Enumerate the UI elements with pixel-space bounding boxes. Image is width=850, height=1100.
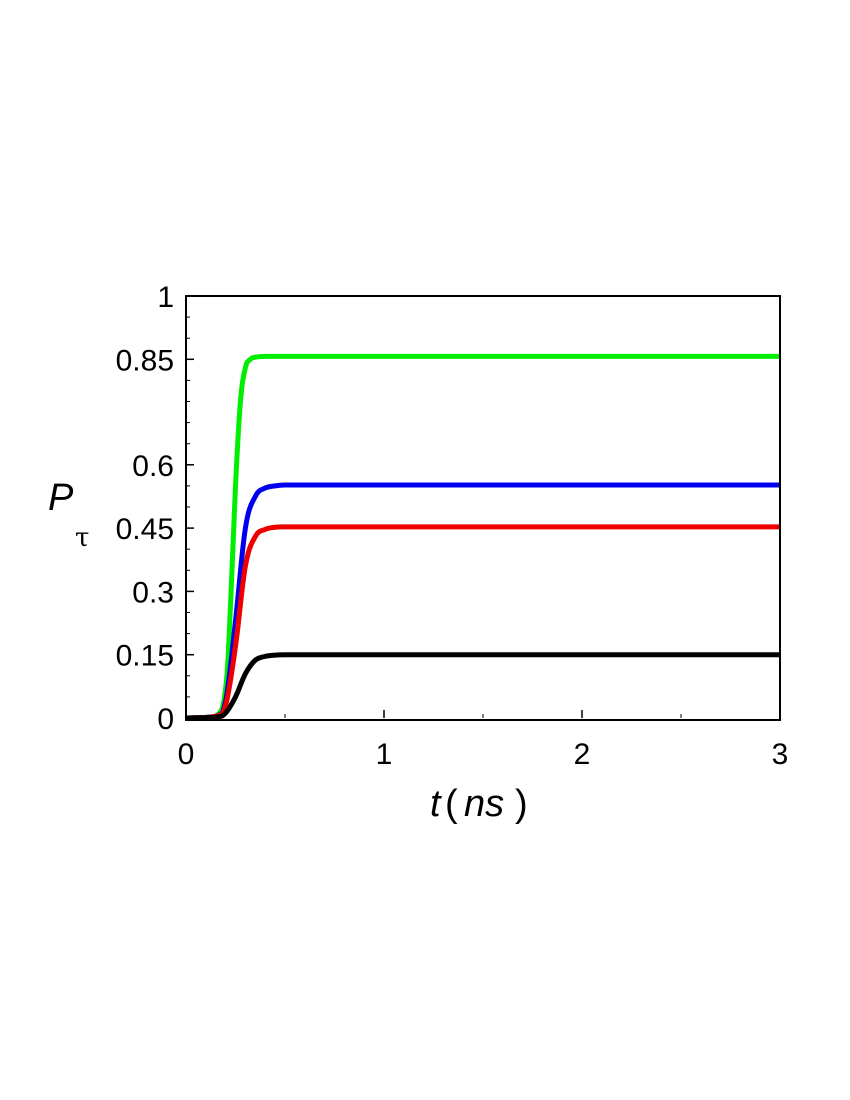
x-axis-label-open-paren: ( (445, 783, 458, 825)
y-tick-label: 0 (157, 703, 174, 736)
plot-frame (185, 295, 781, 721)
x-axis-label-close-paren: ) (515, 783, 528, 825)
series-layer (186, 353, 780, 720)
y-tick-label: 0.15 (116, 640, 174, 673)
y-tick-label: 0.45 (116, 513, 174, 546)
y-axis-label-subscript: τ (75, 523, 89, 553)
y-tick-label: 1 (157, 281, 174, 314)
y-axis-label: P (48, 477, 74, 519)
y-tick-label: 0.3 (132, 576, 174, 609)
series-line-1 (186, 353, 780, 720)
series-line-4 (186, 652, 780, 720)
series-line-2 (186, 482, 780, 720)
x-tick-label: 1 (376, 738, 393, 771)
ticks-layer (185, 295, 781, 719)
x-axis-label-unit: ns (464, 783, 504, 825)
x-tick-label: 3 (772, 738, 789, 771)
x-axis-label-var: t (430, 783, 442, 825)
x-axis-label: t ( ns ) (430, 783, 528, 825)
tick-labels-layer: 0 1 2 3 0 0.15 0.3 0.45 0.6 0.85 1 (116, 281, 789, 771)
x-tick-label: 2 (574, 738, 591, 771)
series-line-3 (186, 524, 780, 720)
y-tick-label: 0.6 (132, 450, 174, 483)
x-tick-label: 0 (178, 738, 195, 771)
y-tick-label: 0.85 (116, 344, 174, 377)
